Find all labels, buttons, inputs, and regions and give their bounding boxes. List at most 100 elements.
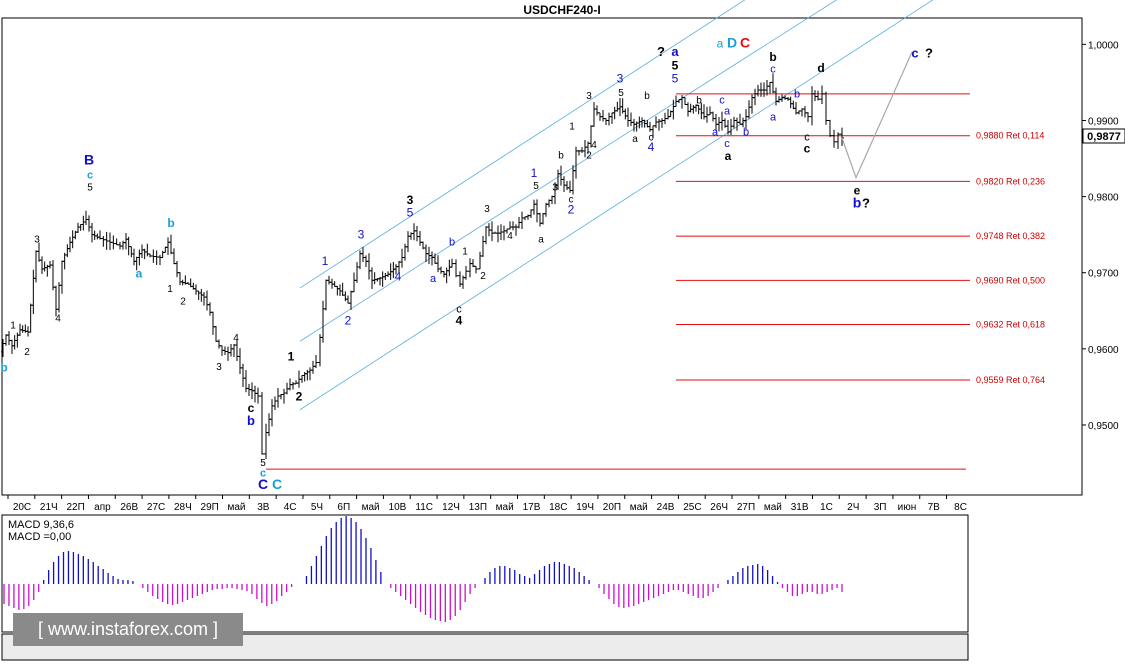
- wave-label: a: [671, 44, 679, 59]
- wave-label: 5: [533, 181, 539, 192]
- channel-line-2: [299, 0, 746, 289]
- x-tick-label-16: 12Ч: [442, 502, 460, 513]
- wave-label: C: [740, 34, 750, 50]
- wave-label: b: [558, 151, 564, 162]
- x-tick-label-8: май: [228, 502, 246, 513]
- fib-label-5: 0,9559 Ret 0,764: [976, 375, 1045, 385]
- x-tick-label-14: 10В: [389, 502, 407, 513]
- x-tick-label-31: 2Ч: [847, 502, 859, 513]
- watermark-text: www.instaforex.com: [47, 619, 209, 639]
- x-tick-label-21: 19Ч: [576, 502, 594, 513]
- wave-label: 3: [358, 227, 365, 241]
- wave-label: c: [569, 195, 574, 206]
- wave-label: 5: [672, 58, 679, 72]
- wave-label: b: [794, 89, 800, 101]
- wave-label: a: [136, 266, 143, 280]
- wave-label: b: [769, 50, 776, 64]
- wave-label: 1: [462, 246, 468, 257]
- macd-title: MACD 9,36,6: [8, 519, 74, 531]
- current-price-label: 0,9877: [1087, 131, 1121, 143]
- wave-label: 5: [87, 183, 93, 194]
- wave-label: 5: [618, 88, 624, 99]
- wave-label: 1: [322, 254, 329, 268]
- wave-label: d: [817, 61, 824, 75]
- x-tick-label-9: 3В: [257, 502, 270, 513]
- channel-line-0: [299, 0, 934, 411]
- wave-label: 3: [586, 91, 592, 102]
- wave-label: e: [854, 183, 861, 197]
- wave-label: 2: [296, 390, 303, 404]
- x-tick-label-10: 4С: [284, 502, 297, 513]
- wave-label: 2: [345, 313, 352, 327]
- wave-label: c: [87, 169, 93, 181]
- x-tick-label-20: 18С: [549, 502, 567, 513]
- x-tick-label-33: июн: [898, 502, 917, 513]
- y-tick-label-1: 0,9900: [1088, 116, 1119, 127]
- macd-panel-frame: [1, 514, 969, 633]
- wave-label: 2: [24, 347, 30, 358]
- y-tick-label-5: 0,9500: [1088, 421, 1119, 432]
- x-tick-label-17: 13П: [469, 502, 487, 513]
- wave-label: C: [272, 476, 282, 492]
- wave-label: 1: [167, 284, 173, 295]
- y-tick-label-0: 1,0000: [1088, 40, 1119, 51]
- x-tick-label-35: 8С: [954, 502, 967, 513]
- macd-histogram: [3, 516, 843, 622]
- y-tick-label-2: 0,9800: [1088, 193, 1119, 204]
- wave-label: 3: [552, 183, 558, 194]
- wave-label: a: [712, 127, 719, 139]
- x-tick-label-1: 21Ч: [40, 502, 58, 513]
- wave-label: 4: [591, 140, 597, 151]
- wave-label: a: [717, 36, 724, 50]
- macd-value: MACD =0,00: [8, 531, 71, 543]
- wave-label: 5: [260, 458, 266, 469]
- x-tick-label-22: 20П: [603, 502, 621, 513]
- wave-label: b: [853, 194, 862, 210]
- fib-label-1: 0,9820 Ret 0,236: [976, 176, 1045, 186]
- wave-label: c: [911, 45, 918, 60]
- wave-label: a: [430, 273, 437, 285]
- x-tick-label-34: 7В: [928, 502, 941, 513]
- chart-title: USDCHF240-I: [523, 3, 600, 17]
- x-tick-label-15: 11С: [415, 502, 433, 513]
- y-tick-label-4: 0,9600: [1088, 345, 1119, 356]
- x-tick-label-28: май: [764, 502, 782, 513]
- wave-label: 4: [648, 140, 655, 154]
- fib-label-3: 0,9690 Ret 0,500: [976, 275, 1045, 285]
- wave-label: c: [248, 401, 255, 415]
- fib-label-2: 0,9748 Ret 0,382: [976, 231, 1045, 241]
- x-tick-label-23: май: [630, 502, 648, 513]
- x-tick-label-11: 5Ч: [311, 502, 323, 513]
- projection-path: [841, 51, 913, 180]
- wave-label: c: [260, 468, 266, 480]
- x-tick-label-5: 27С: [147, 502, 165, 513]
- wave-label: b: [449, 236, 455, 248]
- x-tick-label-7: 29П: [201, 502, 219, 513]
- wave-label: a: [538, 234, 544, 245]
- wave-label: 3: [407, 193, 414, 207]
- x-tick-label-26: 26Ч: [710, 502, 728, 513]
- wave-label: D: [727, 34, 737, 50]
- x-tick-label-2: 22П: [66, 502, 84, 513]
- wave-label: a: [724, 105, 731, 117]
- channel-line-1: [299, 0, 838, 342]
- x-tick-label-13: май: [362, 502, 380, 513]
- fib-levels: 0,9880 Ret 0,114 0,9820 Ret 0,236 0,9748 R…: [266, 93, 1045, 470]
- x-tick-label-6: 28Ч: [174, 502, 192, 513]
- watermark: [ www.instaforex.com ]: [13, 613, 243, 646]
- wave-label: c: [649, 132, 654, 143]
- wave-label: 4: [395, 269, 402, 283]
- x-tick-label-0: 20C: [13, 502, 31, 513]
- wave-label: a: [770, 111, 777, 123]
- wave-label: b: [167, 216, 174, 230]
- wave-label: ?: [925, 45, 933, 60]
- wave-label: 3: [34, 234, 40, 245]
- wave-label: 1: [288, 349, 295, 363]
- wave-label: C: [258, 476, 268, 492]
- wave-label: 4: [456, 313, 463, 327]
- projection-polyline: [841, 51, 913, 180]
- wave-label: 4: [507, 231, 513, 242]
